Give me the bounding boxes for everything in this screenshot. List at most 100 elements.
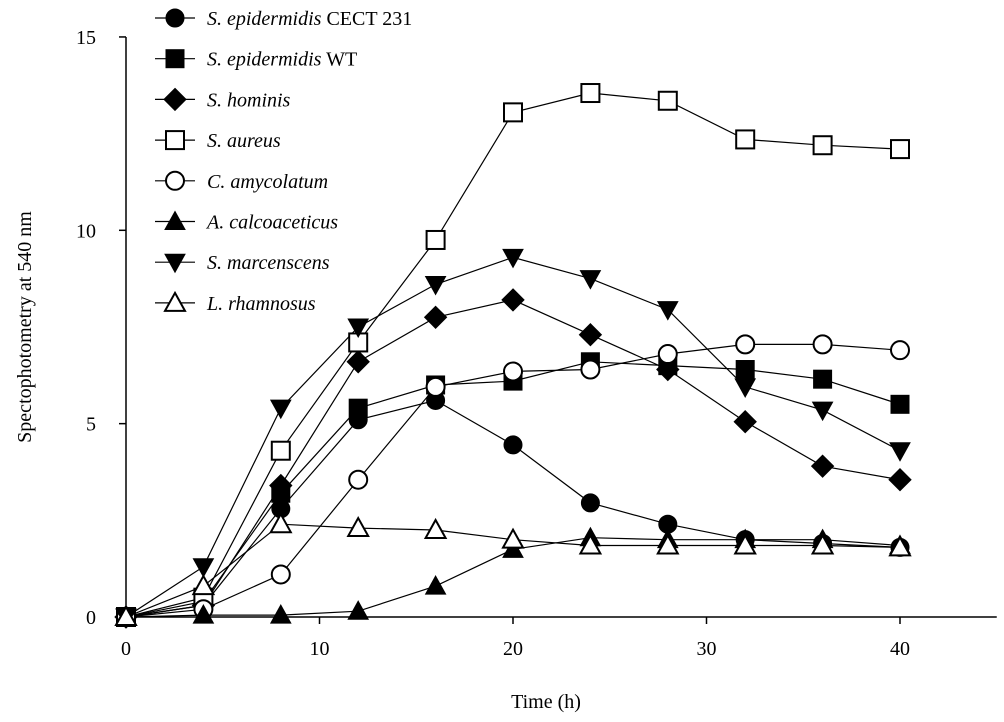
legend-marker-7 — [164, 253, 186, 274]
y-tick-label: 10 — [76, 220, 96, 242]
y-axis-label: Spectophotometry at 540 nm — [14, 211, 36, 443]
data-point-series-1 — [580, 493, 600, 513]
legend-label-8: L. rhamnosus — [206, 293, 316, 315]
data-point-series-5 — [812, 334, 833, 355]
data-point-series-2 — [348, 398, 368, 418]
data-point-series-7 — [347, 318, 370, 339]
series-line-3 — [125, 299, 901, 618]
data-point-series-5 — [348, 469, 369, 490]
data-point-series-3 — [656, 357, 680, 382]
data-point-series-4 — [503, 102, 523, 123]
data-point-series-6 — [347, 600, 370, 620]
data-point-series-8 — [114, 604, 138, 626]
legend-label-6: A. calcoaceticus — [205, 212, 338, 234]
data-point-series-7 — [734, 378, 757, 398]
legend-marker-6 — [164, 210, 186, 230]
x-tick-label: 20 — [503, 638, 523, 660]
y-tick-label: 15 — [76, 27, 96, 49]
series-line-2 — [125, 361, 901, 618]
data-point-series-7 — [811, 401, 834, 422]
data-point-series-3 — [810, 454, 835, 478]
data-point-series-4 — [425, 229, 446, 250]
data-point-series-6 — [269, 604, 292, 624]
data-point-series-3 — [501, 288, 525, 312]
legend-label-4: S. aureus — [207, 130, 281, 152]
legend-label-2: S. epidermidis WT — [207, 49, 357, 71]
data-point-series-5 — [425, 376, 446, 397]
data-point-series-8 — [269, 512, 293, 534]
data-point-series-7 — [502, 248, 524, 269]
legend-label-plain: WT — [321, 49, 357, 71]
data-point-series-2 — [735, 360, 755, 380]
data-point-series-8 — [733, 533, 757, 555]
series-markers — [114, 83, 912, 629]
data-point-series-7 — [579, 270, 602, 290]
data-point-series-4 — [890, 139, 910, 160]
legend-label-7: S. marcenscens — [207, 252, 330, 274]
data-point-series-5 — [657, 344, 678, 365]
data-point-series-7 — [424, 275, 447, 296]
data-point-series-3 — [269, 473, 293, 498]
data-point-series-3 — [578, 323, 603, 347]
legend-label-italic: A. calcoaceticus — [205, 212, 338, 234]
legend-marker-4 — [165, 130, 185, 151]
data-point-series-2 — [890, 394, 910, 414]
data-point-series-3 — [888, 468, 912, 492]
data-point-series-2 — [813, 369, 833, 389]
data-point-series-8 — [810, 533, 835, 555]
data-point-series-8 — [888, 535, 912, 557]
data-point-series-6 — [192, 604, 215, 624]
x-tick-label: 40 — [890, 638, 910, 660]
legend-label-italic: S. aureus — [207, 130, 281, 152]
data-point-series-5 — [735, 334, 756, 355]
data-point-series-8 — [423, 517, 448, 539]
legend-label-1: S. epidermidis CECT 231 — [207, 8, 412, 30]
data-point-series-5 — [270, 564, 291, 585]
x-tick-label: 30 — [697, 638, 717, 660]
legend-label-italic: S. marcenscens — [207, 252, 330, 274]
data-point-series-8 — [346, 515, 370, 538]
legend-marker-8 — [163, 290, 187, 312]
data-point-series-8 — [656, 533, 680, 555]
data-point-series-4 — [735, 129, 756, 150]
data-point-series-5 — [503, 361, 523, 382]
data-point-series-4 — [657, 90, 678, 111]
legend-marker-2 — [165, 49, 185, 69]
data-point-series-8 — [578, 533, 603, 555]
data-point-series-3 — [423, 305, 448, 330]
data-point-series-6 — [424, 575, 447, 595]
data-point-series-4 — [812, 135, 833, 156]
legend-label-3: S. hominis — [207, 89, 291, 111]
y-tick-label: 5 — [86, 414, 96, 436]
data-point-series-7 — [192, 558, 215, 578]
y-tick-label: 0 — [86, 607, 96, 629]
data-point-series-5 — [580, 359, 601, 380]
legend-label-italic: S. hominis — [207, 89, 291, 111]
legend-marker-1 — [165, 8, 185, 28]
data-point-series-5 — [890, 340, 910, 361]
data-point-series-3 — [733, 410, 757, 434]
legend-label-italic: S. epidermidis — [207, 8, 322, 30]
legend-label-5: C. amycolatum — [207, 171, 328, 193]
data-point-series-1 — [503, 435, 523, 455]
data-point-series-8 — [191, 574, 216, 596]
x-tick-label: 10 — [310, 638, 330, 660]
series-line-1 — [125, 399, 901, 618]
legend-label-italic: L. rhamnosus — [206, 293, 316, 315]
legend-label-plain: CECT 231 — [321, 8, 412, 30]
data-point-series-4 — [270, 440, 291, 461]
data-point-series-7 — [656, 301, 679, 321]
data-point-series-7 — [269, 399, 292, 420]
legend-label-italic: S. epidermidis — [207, 49, 322, 71]
data-point-series-4 — [580, 83, 601, 104]
legend-label-italic: C. amycolatum — [207, 171, 328, 193]
legend-marker-3 — [163, 87, 187, 112]
x-axis-label: Time (h) — [511, 691, 581, 713]
x-tick-label: 0 — [121, 638, 131, 660]
data-point-series-3 — [346, 350, 370, 374]
legend-marker-5 — [165, 170, 185, 191]
data-point-series-7 — [889, 442, 911, 462]
